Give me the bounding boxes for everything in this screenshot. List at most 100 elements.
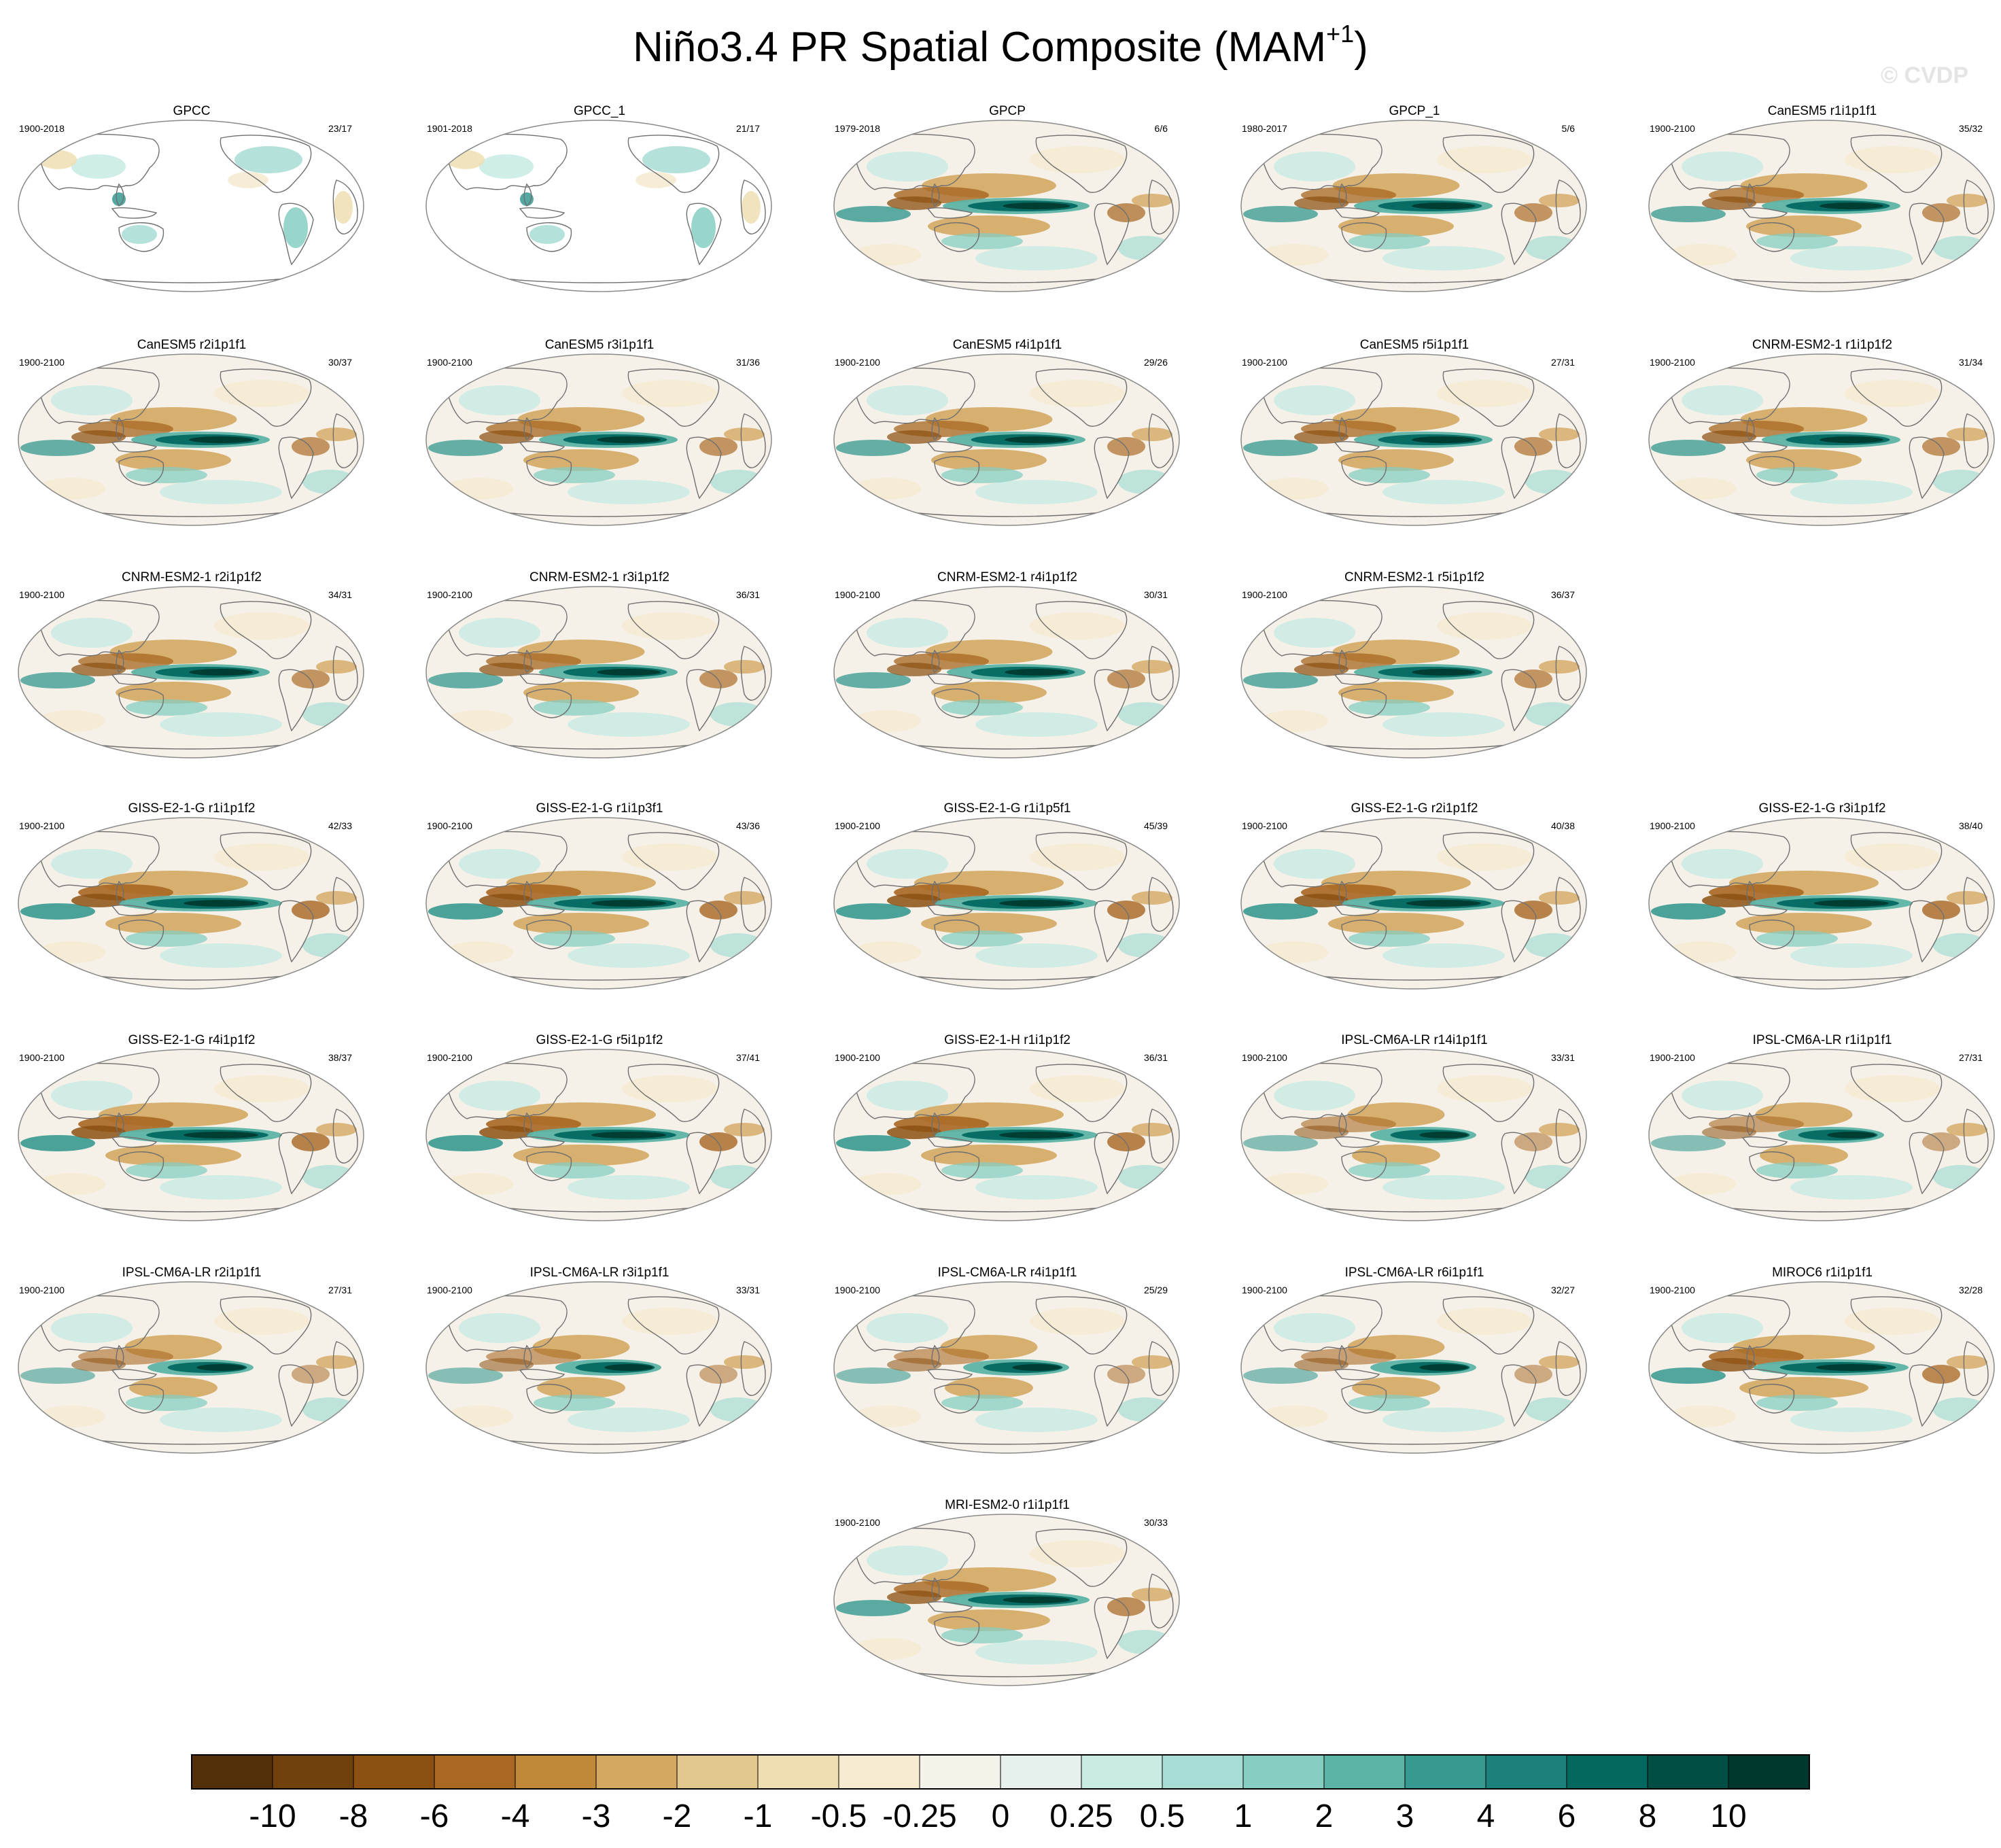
coastline-africa-edge (332, 1341, 358, 1396)
panel-period: 1900-2100 (1242, 820, 1287, 831)
anomaly-region (1790, 246, 1913, 271)
coastline-north-america (1035, 1529, 1128, 1587)
coastline-maritime-continent (111, 673, 158, 685)
anomaly-region (724, 660, 765, 674)
map-border (833, 1514, 1180, 1686)
coastline-south-america (1909, 436, 1945, 500)
panel-title: IPSL-CM6A-LR r14i1p1f1 (1341, 1033, 1488, 1047)
colorbar-tick-label: -1 (744, 1798, 773, 1834)
coastline-antarctica (77, 1205, 303, 1213)
panel-event-count: 40/38 (1550, 820, 1575, 831)
map-svg (425, 353, 772, 526)
anomaly-region (699, 437, 737, 456)
anomaly-region (479, 154, 534, 179)
anomaly-region (1352, 1145, 1440, 1166)
anomaly-region (1243, 440, 1318, 456)
colorbar: -10 -8 -6 -4 -3 -2 -1 -0.5 -0.25 0 0.25 0.5 1 2 3 4 6 8 10 (191, 1754, 1810, 1834)
anomaly-region (1845, 380, 1940, 407)
colorbar-tick-label: -6 (420, 1798, 449, 1834)
anomaly-region (1947, 428, 1987, 441)
panel-title: MRI-ESM2-0 r1i1p1f1 (945, 1498, 1070, 1512)
anomaly-region (196, 1364, 245, 1371)
map-border (833, 353, 1180, 526)
coastline-africa-edge (1148, 646, 1174, 701)
anomaly-region (1294, 1358, 1348, 1372)
map-panel: GISS-E2-1-G r2i1p1f2 1900-2100 40/38 (1231, 801, 1598, 1032)
panel-title: GISS-E2-1-G r4i1p1f2 (128, 1033, 256, 1047)
anomaly-region (1539, 660, 1580, 674)
anomaly-region (1132, 428, 1172, 441)
anomaly-region (1260, 941, 1328, 963)
coastline-antarctica (1708, 973, 1934, 981)
coastline-antarctica (485, 1437, 711, 1445)
title-main: Niño3.4 PR Spatial Composite (MAM (633, 24, 1327, 71)
anomaly-region (622, 612, 717, 640)
panel-event-count: 36/31 (735, 589, 760, 600)
coastline-north-america (1035, 601, 1128, 659)
anomaly-region (1756, 1162, 1838, 1179)
coastline-africa-edge (1555, 646, 1581, 701)
coastline-indochina (116, 183, 124, 207)
map-panel: GISS-E2-1-G r4i1p1f2 1900-2100 38/37 (8, 1032, 375, 1263)
anomaly-region (1382, 1175, 1505, 1200)
panel-period: 1900-2100 (427, 1285, 472, 1295)
panel-period: 1900-2100 (1650, 123, 1695, 134)
coastline-north-america (1442, 832, 1535, 890)
coastline-africa-edge (1555, 1109, 1581, 1164)
coastline-indochina (523, 649, 532, 674)
map-panel: IPSL-CM6A-LR r14i1p1f1 1900-2100 33/31 (1231, 1032, 1598, 1263)
colorbar-swatch (353, 1755, 435, 1789)
anomaly-region (1260, 1406, 1328, 1427)
map-svg (833, 586, 1180, 759)
ocean-background (18, 120, 364, 292)
anomaly-region (622, 843, 717, 871)
coastline-maritime-continent (926, 904, 973, 916)
coastline-north-america (627, 832, 720, 890)
anomaly-region (1682, 385, 1763, 415)
anomaly-region (1682, 1313, 1763, 1343)
anomaly-region (1132, 1588, 1172, 1601)
anomaly-region (1668, 244, 1736, 266)
map-panel: GISS-E2-1-G r1i1p3f1 1900-2100 43/36 (416, 801, 783, 1032)
anomaly-region (234, 146, 302, 173)
panel-period: 1979-2018 (835, 123, 880, 134)
anomaly-region (1947, 891, 1987, 905)
anomaly-region (1539, 891, 1580, 905)
anomaly-region (316, 891, 357, 905)
anomaly-region (1352, 1377, 1440, 1399)
panel-period: 1900-2100 (835, 589, 880, 600)
coastline-australia (526, 1384, 572, 1414)
title-end: ) (1354, 24, 1368, 71)
coastline-north-america (1035, 135, 1128, 193)
anomaly-region (836, 1367, 911, 1384)
colorbar-swatch (1648, 1755, 1729, 1789)
ocean-background (426, 120, 771, 292)
coastline-indochina (116, 417, 124, 441)
anomaly-region (1107, 1597, 1145, 1616)
coastline-asia (37, 831, 160, 888)
panel-title: GISS-E2-1-G r1i1p1f2 (128, 801, 256, 816)
anomaly-region (1668, 1406, 1736, 1427)
colorbar-tick-label: -10 (249, 1798, 296, 1834)
anomaly-region (1132, 194, 1172, 207)
anomaly-region (1790, 1175, 1913, 1200)
coastline-antarctica (1300, 1437, 1526, 1445)
anomaly-region (459, 1313, 540, 1343)
panel-event-count: 45/39 (1143, 820, 1168, 831)
anomaly-region (1845, 1075, 1940, 1102)
map-border (833, 586, 1180, 759)
coastline-africa-edge (740, 1341, 766, 1396)
anomaly-region (1437, 843, 1532, 871)
anomaly-region (428, 1135, 503, 1151)
map-border (1648, 817, 1995, 990)
map-svg (1648, 353, 1995, 526)
anomaly-region (836, 1600, 911, 1616)
anomaly-region (1947, 1355, 1987, 1369)
coastline-south-america (278, 436, 314, 500)
panel-event-count: 30/31 (1143, 589, 1168, 600)
anomaly-region (126, 1162, 207, 1179)
map-svg (1240, 1281, 1587, 1454)
coastline-asia (445, 1295, 568, 1352)
anomaly-region (1702, 430, 1756, 444)
coastline-indochina (116, 649, 124, 674)
